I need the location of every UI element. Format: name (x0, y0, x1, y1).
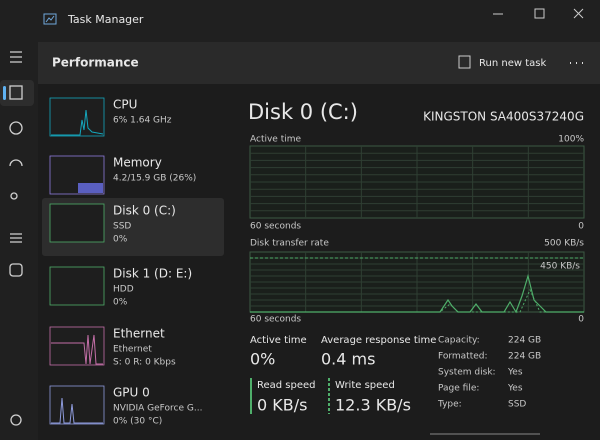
item-name[interactable]: Memory (113, 156, 162, 170)
detail-label: Page file: (438, 384, 479, 394)
thumb-line (51, 334, 103, 365)
nav-history[interactable] (9, 121, 23, 135)
app-icon (43, 13, 57, 25)
stat-label: Read speed (257, 380, 316, 391)
chart2-marker: 450 KB/s (540, 262, 580, 272)
thumb-fill (78, 183, 103, 193)
nav-details[interactable] (10, 233, 22, 243)
item-name[interactable]: CPU (113, 98, 137, 112)
chart2-min: 0 (578, 315, 584, 325)
read-line (250, 288, 584, 313)
item-detail: 0% (113, 235, 128, 245)
chart2-time: 60 seconds (250, 315, 301, 325)
maximize[interactable] (534, 8, 545, 19)
nav-rail (0, 42, 38, 440)
thumbnail (49, 385, 105, 425)
chart1-label: Active time (250, 135, 301, 145)
nav-services[interactable] (9, 263, 23, 277)
disk-model: KINGSTON SA400S37240G (423, 110, 584, 124)
stat-label: Active time (250, 335, 307, 346)
stat-label: Average response time (321, 335, 436, 346)
detail-value: Yes (507, 368, 523, 378)
close[interactable] (573, 8, 584, 19)
thumbnail (49, 266, 105, 306)
stat-value: 0.4 ms (321, 350, 375, 369)
disk-title: Disk 0 (C:) (248, 100, 358, 124)
nav-performance[interactable] (9, 85, 23, 100)
detail-label: Capacity: (438, 336, 480, 346)
item-detail: S: 0 R: 0 Kbps (113, 358, 176, 368)
thumbnail (49, 97, 105, 137)
item-detail: 6% 1.64 GHz (113, 116, 172, 126)
detail-value: 224 GB (508, 352, 541, 362)
detail-label: System disk: (438, 368, 496, 378)
nav-menu[interactable] (10, 51, 22, 63)
sidebar: CPU 6% 1.64 GHz Memory 4.2/15.9 GB (26%) Dis… (42, 98, 224, 427)
nav-settings[interactable] (10, 414, 22, 426)
transfer-rate-graph (249, 251, 585, 313)
item-name[interactable]: Ethernet (113, 327, 165, 341)
window-title: Task Manager (67, 13, 144, 26)
item-detail: SSD (113, 222, 131, 232)
item-name[interactable]: GPU 0 (113, 386, 150, 400)
detail-label: Formatted: (438, 352, 488, 362)
thumb-line (51, 109, 104, 136)
nav-indicator (3, 86, 6, 100)
run-task-icon (458, 55, 471, 69)
title-bar (0, 0, 600, 42)
details: Capacity: 224 GB Formatted: 224 GB System di… (437, 336, 541, 410)
stat-value: 12.3 KB/s (335, 396, 411, 415)
stat-value: 0 KB/s (257, 396, 307, 415)
detail-label: Type: (437, 400, 462, 410)
stat-value: 0% (250, 350, 275, 369)
item-name[interactable]: Disk 1 (D: E:) (113, 267, 192, 281)
header-title: Performance (52, 56, 139, 70)
header-bar (38, 42, 600, 84)
item-detail: 0% (113, 298, 128, 308)
stat-label: Write speed (335, 380, 395, 391)
detail-value: 224 GB (508, 336, 541, 346)
thumbnail (49, 203, 105, 243)
chart1-max: 100% (558, 135, 584, 145)
item-detail: Ethernet (113, 345, 152, 355)
item-detail: HDD (113, 285, 134, 295)
chart2-max: 500 KB/s (544, 239, 584, 249)
chart2-label: Disk transfer rate (250, 239, 329, 249)
nav-startup[interactable] (9, 159, 23, 167)
active-time-graph (249, 145, 585, 219)
thumb-line (51, 397, 103, 424)
chart1-min: 0 (578, 222, 584, 232)
run-new-task[interactable]: Run new task (479, 58, 546, 69)
item-detail: NVIDIA GeForce G... (113, 404, 202, 414)
nav-selected (0, 80, 34, 106)
app-icon-line (45, 15, 55, 23)
item-detail: 4.2/15.9 GB (26%) (113, 174, 196, 184)
detail-value: SSD (508, 400, 526, 410)
chart1-time: 60 seconds (250, 222, 301, 232)
detail-value: Yes (507, 384, 523, 394)
item-detail: 0% (30 °C) (113, 417, 162, 427)
nav-users[interactable] (10, 192, 18, 200)
item-name[interactable]: Disk 0 (C:) (113, 204, 176, 218)
